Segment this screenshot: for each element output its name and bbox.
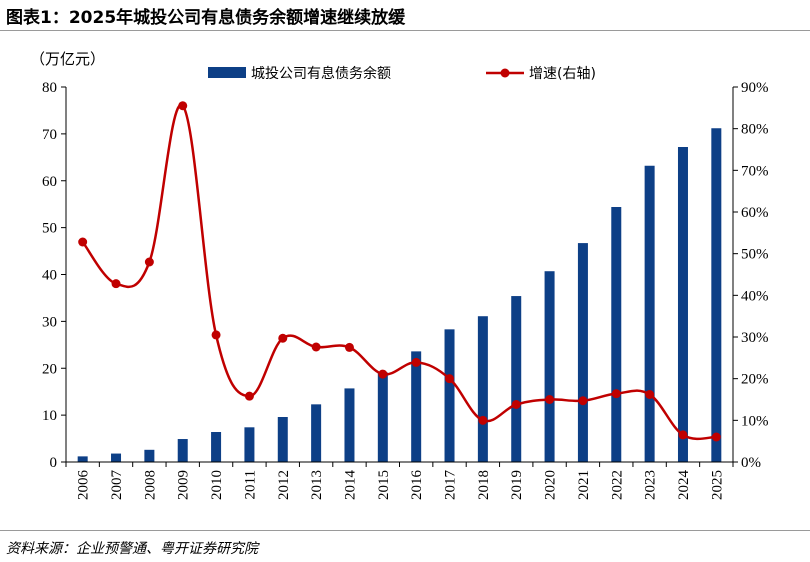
left-axis-tick-label: 10: [42, 408, 57, 424]
x-axis: 2006 2007 2008 2009 2010 2011 2012 2013 2014 2015…: [65, 461, 734, 501]
x-axis-tick-label: 2025: [709, 470, 725, 500]
x-axis-tick-label: 2015: [376, 470, 392, 500]
left-axis: 0 10 20 30 40 50 60 70 80: [42, 80, 67, 471]
x-axis-tick-label: 2017: [443, 470, 459, 501]
source-note: 资料来源：企业预警通、粤开证券研究院: [6, 541, 258, 557]
left-axis-tick-label: 20: [42, 361, 57, 377]
right-axis-tick-label: 0%: [741, 455, 761, 471]
growth-point: [411, 357, 421, 367]
right-axis-tick-label: 20%: [741, 372, 769, 388]
bar: [577, 243, 588, 462]
x-axis-tick-label: 2024: [676, 470, 692, 501]
bar: [677, 147, 688, 462]
growth-point: [111, 279, 121, 289]
right-axis-tick-label: 60%: [741, 205, 769, 221]
left-axis-unit: （万亿元）: [30, 50, 105, 68]
x-axis-tick-label: 2022: [609, 470, 625, 500]
x-axis-tick-label: 2019: [509, 470, 525, 500]
figure-title: 图表1：2025年城投公司有息债务余额增速继续放缓: [6, 8, 406, 28]
legend-bar-label: 城投公司有息债务余额: [251, 65, 391, 82]
growth-point: [144, 257, 154, 267]
growth-point: [311, 342, 321, 352]
x-axis-tick-label: 2012: [276, 470, 292, 500]
bar: [344, 388, 355, 462]
growth-point: [711, 432, 721, 442]
left-axis-tick-label: 70: [42, 127, 57, 143]
growth-point: [78, 237, 88, 247]
bar: [244, 427, 255, 462]
right-axis-tick-label: 30%: [741, 330, 769, 346]
growth-point: [211, 330, 221, 340]
right-axis: 0% 10% 20% 30% 40% 50% 60% 70% 80% 90%: [732, 80, 769, 471]
left-axis-tick-label: 50: [42, 221, 57, 237]
x-axis-tick-label: 2018: [476, 470, 492, 500]
bar: [477, 316, 488, 462]
x-axis-tick-label: 2023: [643, 470, 659, 500]
left-axis-tick-label: 0: [50, 455, 58, 471]
bottom-divider: [0, 530, 810, 531]
legend-line-marker: [500, 68, 510, 78]
left-axis-tick-label: 80: [42, 80, 57, 96]
legend: 城投公司有息债务余额 增速(右轴): [208, 65, 596, 82]
right-axis-tick-label: 10%: [741, 413, 769, 429]
right-axis-tick-label: 50%: [741, 247, 769, 263]
right-axis-tick-label: 40%: [741, 288, 769, 304]
right-axis-tick-label: 90%: [741, 80, 769, 96]
bar: [711, 128, 722, 462]
x-axis-tick-label: 2021: [576, 470, 592, 500]
growth-point: [178, 101, 188, 111]
growth-point: [244, 391, 254, 401]
legend-bar-swatch: [208, 67, 246, 78]
growth-line-series: [78, 101, 721, 442]
legend-line-label: 增速(右轴): [529, 66, 596, 82]
bar: [444, 329, 455, 462]
growth-point: [645, 390, 655, 399]
bar: [377, 372, 388, 462]
growth-point: [545, 395, 555, 404]
bar: [544, 271, 555, 462]
bar: [177, 439, 188, 462]
growth-line: [81, 103, 717, 441]
growth-point: [578, 396, 588, 406]
bar: [611, 207, 622, 462]
bar: [411, 351, 422, 462]
bar: [77, 456, 88, 462]
bar-series: [77, 128, 722, 462]
x-axis-tick-label: 2007: [109, 470, 125, 501]
growth-point: [511, 400, 521, 409]
left-axis-tick-label: 40: [42, 268, 57, 284]
bar: [111, 453, 122, 462]
growth-point: [344, 342, 354, 352]
growth-point: [378, 369, 388, 379]
left-axis-tick-label: 60: [42, 174, 57, 190]
bar: [644, 165, 655, 462]
bar: [211, 432, 222, 462]
chart-canvas: （万亿元） 城投公司有息债务余额 增速(右轴) 0 10 20 30 40 50 60 70 8…: [30, 50, 769, 501]
right-axis-tick-label: 70%: [741, 163, 769, 179]
growth-point: [678, 430, 688, 440]
bar: [144, 449, 155, 462]
x-axis-tick-label: 2016: [409, 470, 425, 501]
left-axis-tick-label: 30: [42, 314, 57, 330]
x-axis-tick-label: 2020: [543, 470, 559, 500]
growth-point: [445, 374, 455, 384]
growth-point: [611, 389, 621, 399]
x-axis-tick-label: 2011: [242, 470, 258, 499]
bar: [311, 404, 322, 462]
bar: [511, 296, 522, 462]
x-axis-tick-label: 2006: [76, 470, 92, 501]
x-axis-tick-label: 2010: [209, 470, 225, 500]
top-divider: [0, 30, 810, 31]
x-axis-tick-label: 2014: [342, 470, 358, 501]
growth-point: [478, 415, 488, 425]
right-axis-tick-label: 80%: [741, 122, 769, 138]
x-axis-tick-label: 2013: [309, 470, 325, 500]
growth-point: [278, 333, 288, 343]
x-axis-tick-label: 2009: [176, 470, 192, 500]
bar: [277, 417, 288, 462]
x-axis-tick-label: 2008: [142, 470, 158, 500]
